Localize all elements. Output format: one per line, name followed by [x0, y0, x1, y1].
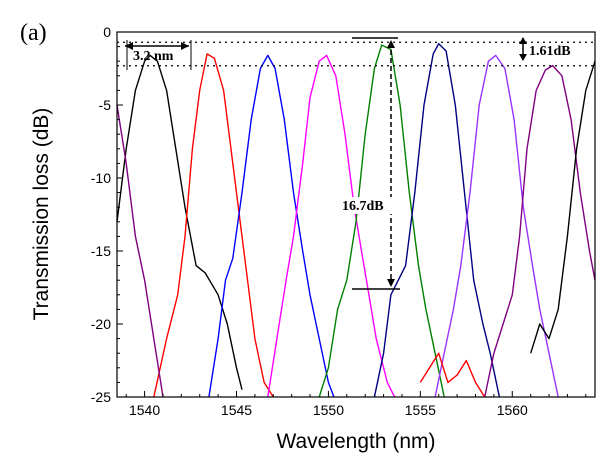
series-line-7	[434, 54, 559, 398]
y-tick-label: -25	[91, 389, 111, 405]
series-line-6	[373, 43, 501, 398]
series-line-4	[267, 54, 396, 398]
reference-lines	[117, 41, 595, 67]
series-line-3	[208, 54, 335, 398]
spacing-arrowhead-left	[125, 42, 133, 50]
series-line-10	[530, 60, 596, 354]
ripple-arrowhead-down	[519, 54, 527, 61]
panel-label: (a)	[20, 20, 47, 46]
x-axis-title: Wavelength (nm)	[276, 430, 435, 453]
extinction-arrowhead-down	[387, 279, 395, 287]
series-layer	[116, 43, 596, 398]
series-line-8	[116, 104, 164, 398]
series-line-5	[318, 44, 445, 398]
spacing-arrowhead-right	[181, 42, 189, 50]
x-tick-label: 1540	[129, 402, 160, 418]
x-tick-label: 1550	[313, 402, 344, 418]
ripple-arrowhead-up	[519, 37, 527, 44]
annotations: 3.2 nm 1.61dB 16.7dB	[125, 37, 571, 290]
series-line-9	[484, 64, 596, 398]
x-axis-ticks: 1540 1545 1550 1555 1560	[125, 391, 587, 418]
plot-frame	[116, 31, 596, 398]
y-tick-label: 0	[103, 24, 111, 40]
extinction-arrowhead-up	[387, 40, 395, 48]
x-tick-label: 1555	[405, 402, 436, 418]
x-tick-label: 1545	[221, 402, 252, 418]
y-axis-ticks: 0 -5 -10 -15 -20 -25	[91, 24, 123, 405]
x-tick-label: 1560	[497, 402, 528, 418]
extinction-label: 16.7dB	[342, 199, 384, 214]
y-tick-label: -5	[99, 97, 112, 113]
extinction-label-bg	[340, 197, 392, 214]
ripple-label: 1.61dB	[529, 44, 571, 59]
y-tick-label: -10	[91, 170, 111, 186]
series-line-11	[419, 352, 486, 398]
spacing-label: 3.2 nm	[133, 49, 174, 64]
y-tick-label: -15	[91, 243, 111, 259]
series-line-2	[153, 53, 274, 398]
y-tick-label: -20	[91, 316, 111, 332]
series-line-1	[116, 54, 243, 390]
y-axis-title: Transmission loss (dB)	[30, 108, 53, 321]
